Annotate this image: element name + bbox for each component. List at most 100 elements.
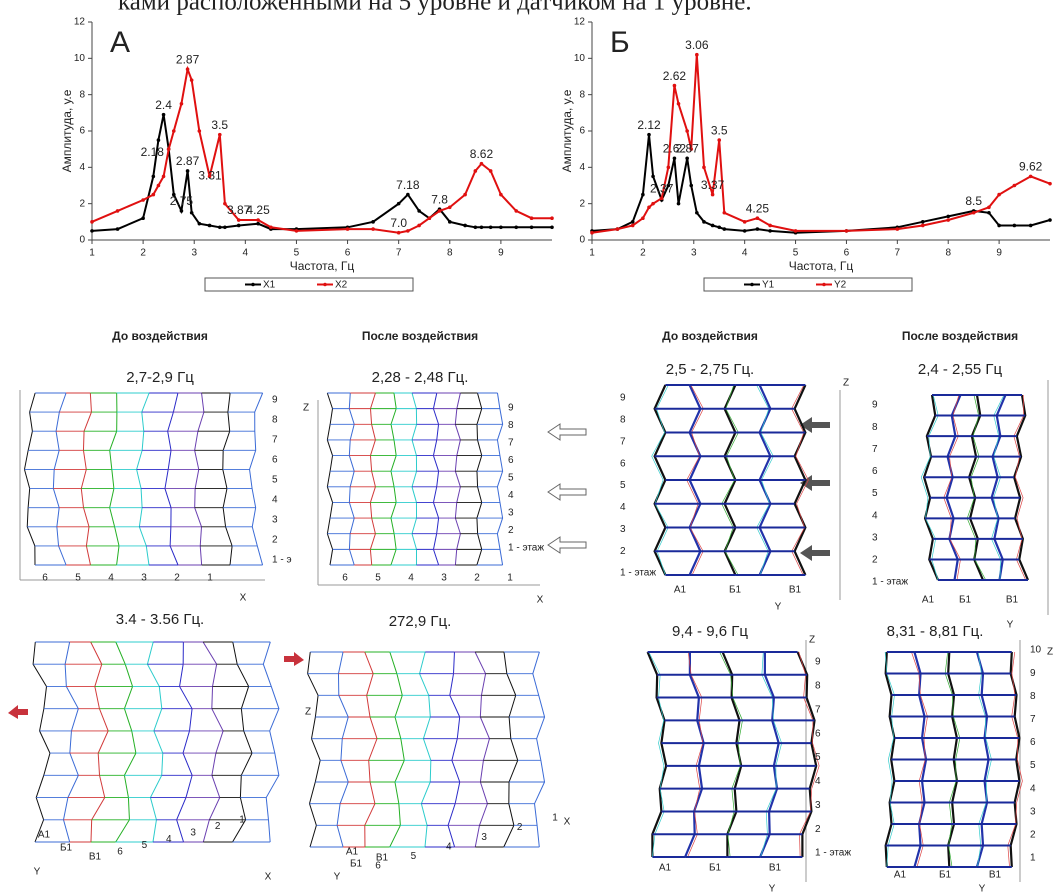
floor-label: 4 xyxy=(272,495,278,506)
floor-label: 7 xyxy=(1030,714,1036,725)
floor-label: 5 xyxy=(815,752,821,763)
series-marker xyxy=(207,223,212,228)
series-marker xyxy=(971,210,976,215)
x-tick-label: 9 xyxy=(996,248,1002,259)
column-label: Б1 xyxy=(60,843,73,854)
series-marker xyxy=(171,129,176,133)
floor-label: 6 xyxy=(815,728,821,739)
axis-letter: Z xyxy=(305,707,311,718)
peak-label: 2.87 xyxy=(176,52,200,66)
mode-shape-panel: До воздействия 2,5 - 2,75 Гц. 9 8 7 6 5 4 3 2 1 - … xyxy=(620,329,849,612)
floor-label: 6 xyxy=(508,455,514,466)
floor-label: 9 xyxy=(1030,668,1036,679)
x-tick-label: 4 xyxy=(742,248,748,259)
mode-shape-panel: До воздействия 2,7-2,9 Гц 9 8 7 6 5 4 3 2 1 - э 6 5 4… xyxy=(19,329,292,604)
column-label: В1 xyxy=(789,585,802,596)
series-marker xyxy=(768,223,772,228)
legend-label: X1 xyxy=(263,280,276,291)
floor-label: 3 xyxy=(872,532,878,543)
floor-label: 9 xyxy=(815,657,821,668)
series-marker xyxy=(689,183,694,188)
bay-label: 5 xyxy=(142,840,148,851)
series-marker xyxy=(499,225,503,230)
series-marker xyxy=(141,198,145,202)
series-marker xyxy=(371,227,375,231)
series-marker xyxy=(427,216,432,220)
axis-letter: Y xyxy=(334,872,341,883)
floor-label: 6 xyxy=(872,466,878,477)
series-marker xyxy=(987,205,991,210)
axis-letter: Y xyxy=(775,602,782,613)
wireframe-column xyxy=(389,651,405,848)
series-marker xyxy=(115,209,120,213)
series-marker xyxy=(630,220,635,224)
floor-label: 8 xyxy=(508,420,514,431)
wireframe-column xyxy=(164,392,179,566)
y-tick-label: 12 xyxy=(74,17,86,28)
bay-label: 2 xyxy=(474,573,480,584)
floor-label: 8 xyxy=(1030,691,1036,702)
series-marker xyxy=(479,161,484,166)
wireframe-column xyxy=(146,641,164,843)
wireframe-column xyxy=(109,392,120,566)
floor-label: 2 xyxy=(272,535,278,546)
series-marker xyxy=(207,174,212,179)
series-marker xyxy=(946,218,951,222)
bay-label: 4 xyxy=(108,573,114,584)
peak-label: 3.06 xyxy=(685,38,709,52)
column-label: А1 xyxy=(922,595,935,606)
series-marker xyxy=(666,183,671,188)
wireframe-column xyxy=(454,392,461,566)
axis-letter: Z xyxy=(1047,647,1053,658)
series-marker xyxy=(685,129,689,133)
floor-label: 1 - этаж xyxy=(815,848,851,859)
series-marker xyxy=(479,225,484,230)
series-marker xyxy=(647,132,651,137)
floor-label: 1 - э xyxy=(272,555,292,566)
floor-label: 7 xyxy=(620,436,626,447)
series-marker xyxy=(987,210,991,215)
series-marker xyxy=(710,223,715,228)
series-marker xyxy=(396,230,401,235)
series-marker xyxy=(141,216,145,220)
wireframe-column-ghost xyxy=(760,651,783,858)
series-marker xyxy=(702,220,706,224)
series-marker xyxy=(722,210,727,215)
series-marker xyxy=(437,209,442,213)
peak-label: 3.37 xyxy=(701,178,725,192)
series-marker xyxy=(156,183,161,188)
legend-box xyxy=(703,277,913,292)
peak-label: 2.62 xyxy=(663,141,687,155)
series-marker xyxy=(463,192,467,197)
peak-label: 7.18 xyxy=(396,178,420,192)
x-tick-label: 7 xyxy=(396,248,402,259)
floor-label: 6 xyxy=(1030,737,1036,748)
y-tick-label: 4 xyxy=(579,162,585,173)
series-marker xyxy=(1028,174,1033,179)
series-marker xyxy=(651,174,655,179)
panel-frequency: 8,31 - 8,81 Гц. xyxy=(887,623,984,640)
x-tick-label: 2 xyxy=(140,248,146,259)
peak-label: 3.87 xyxy=(227,203,251,217)
column-label: Б1 xyxy=(709,863,722,874)
wireframe-column-ghost xyxy=(687,651,704,858)
floor-label: 7 xyxy=(272,435,278,446)
axis-letter: X xyxy=(265,872,272,883)
wireframe-column-ghost xyxy=(651,384,669,576)
column-label: Б1 xyxy=(729,585,742,596)
load-arrows xyxy=(547,423,587,554)
floor-label: 3 xyxy=(620,524,626,535)
floor-label: 4 xyxy=(1030,783,1036,794)
floor-label: 4 xyxy=(815,776,821,787)
series-marker xyxy=(755,227,760,231)
peak-label: 3.5 xyxy=(211,118,228,132)
wireframe-column xyxy=(390,392,397,566)
series-marker xyxy=(473,169,478,173)
wireframe-column xyxy=(496,392,504,566)
wireframe-column xyxy=(52,392,67,566)
series-marker xyxy=(417,223,421,228)
y-tick-label: 2 xyxy=(79,198,85,209)
y-tick-label: 8 xyxy=(579,89,585,100)
series-marker xyxy=(717,225,722,230)
x-tick-label: 6 xyxy=(844,248,850,259)
